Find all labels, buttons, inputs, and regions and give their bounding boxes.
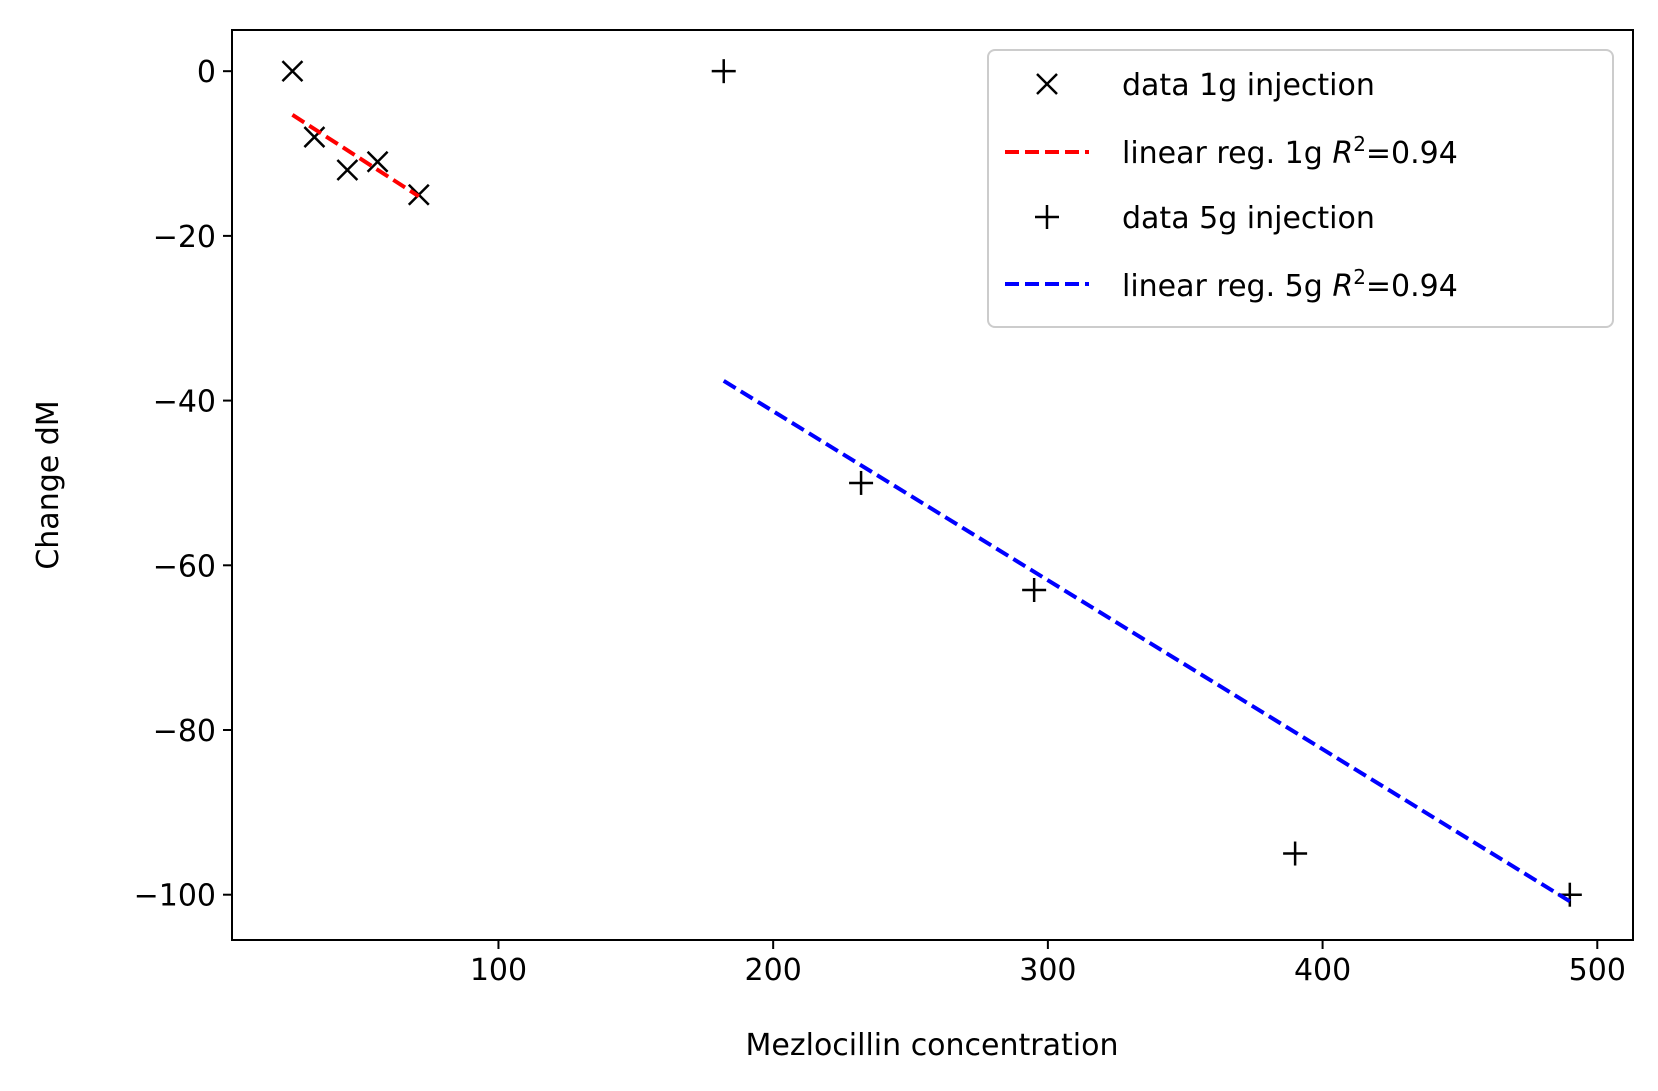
y-tick-label: −60 (153, 549, 216, 584)
legend-label-data-1g: data 1g injection (1122, 68, 1375, 103)
y-tick-label: −20 (153, 220, 216, 255)
data-point-plus-marker (711, 59, 736, 84)
axis-ticks: 100 200 300 400 500 0 −20 −40 −60 −80 −100 (134, 55, 1626, 988)
legend-entry-data-1g: data 1g injection (1036, 68, 1375, 103)
legend-label-data-5g: data 5g injection (1122, 201, 1375, 236)
legend-label-linreg-5g: linear reg. 5g R2=0.94 (1122, 265, 1458, 304)
data-point-plus-marker (1022, 578, 1047, 602)
legend-linreg-1g-r2: =0.94 (1366, 136, 1458, 171)
regression-line-3 (722, 379, 1571, 903)
data-point-x-marker (281, 60, 304, 83)
x-tick-label: 200 (745, 953, 802, 988)
plot-area-frame (231, 29, 1634, 941)
y-axis-label: Change dM (31, 400, 66, 569)
y-tick-label: 0 (197, 55, 216, 90)
legend-linreg-5g-r2: =0.94 (1366, 269, 1458, 304)
data-point-plus-marker (849, 470, 874, 495)
x-tick-label: 500 (1569, 953, 1626, 988)
legend-linreg-5g-name: linear reg. 5g (1122, 269, 1323, 304)
legend-frame (987, 49, 1614, 328)
y-tick-label: −80 (153, 714, 216, 749)
y-tick-label: −100 (134, 879, 216, 914)
regression-line-1 (291, 113, 420, 199)
data-point-x-marker (336, 159, 359, 181)
data-point-plus-marker (1283, 841, 1308, 866)
data-point-x-marker (303, 126, 326, 148)
x-tick-label: 400 (1294, 953, 1351, 988)
x-axis-label: Mezlocillin concentration (746, 1028, 1119, 1063)
x-tick-label: 100 (470, 953, 527, 988)
legend-entry-linreg-1g: linear reg. 1g R2=0.94 (1005, 132, 1458, 171)
legend-entry-linreg-5g: linear reg. 5g R2=0.94 (1005, 265, 1458, 304)
x-tick-label: 300 (1019, 953, 1076, 988)
legend-x-marker-icon (1036, 73, 1058, 95)
legend-entry-data-5g: data 5g injection (1035, 201, 1375, 236)
legend-plus-marker-icon (1035, 205, 1059, 229)
y-tick-label: −40 (153, 385, 216, 420)
plot-data (281, 59, 1582, 907)
legend-linreg-1g-name: linear reg. 1g (1122, 136, 1323, 171)
legend: data 1g injection linear reg. 1g R2=0.94… (987, 49, 1614, 328)
data-point-x-marker (366, 150, 389, 173)
legend-label-linreg-1g: linear reg. 1g R2=0.94 (1122, 132, 1458, 171)
